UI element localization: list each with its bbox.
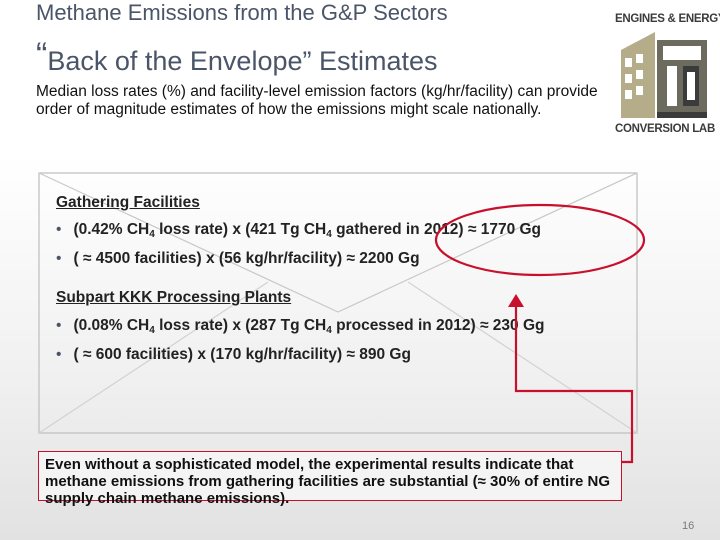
arrowhead-icon — [508, 294, 524, 307]
bullet-text: ( ≈ 4500 facilities) x (56 kg/hr/facilit… — [73, 250, 420, 267]
logo-bottom-text: CONVERSION LAB — [615, 123, 715, 135]
conclusion-callout: Even without a sophisticated model, the … — [38, 451, 622, 507]
bullet-text-part: loss rate) x (421 Tg CH — [154, 221, 327, 238]
bullet-text: ( ≈ 600 facilities) x (170 kg/hr/facilit… — [73, 346, 411, 363]
engines-energy-conversion-lab-logo: ENGINES & ENERGY CONVERSION LAB — [615, 10, 720, 150]
bullet-gathering-loss-rate: • (0.42% CH4 loss rate) x (421 Tg CH4 gat… — [56, 221, 541, 240]
logo-top-text: ENGINES & ENERGY — [615, 13, 720, 25]
bullet-text-part: (0.08% CH — [73, 317, 150, 334]
subscript-4: 4 — [149, 325, 155, 336]
highlight-ellipse — [434, 203, 646, 277]
bullet-processing-loss-rate: • (0.08% CH4 loss rate) x (287 Tg CH4 pro… — [56, 317, 544, 336]
building-icon — [619, 30, 709, 120]
section-heading-gathering: Gathering Facilities — [56, 194, 200, 211]
page-number: 16 — [682, 520, 695, 532]
bullet-processing-facilities: • ( ≈ 600 facilities) x (170 kg/hr/facili… — [56, 346, 411, 364]
bullet-dot: • — [56, 221, 62, 238]
envelope-graphic — [38, 172, 638, 434]
title-text: Back of the Envelope” Estimates — [47, 46, 438, 76]
subscript-4: 4 — [326, 229, 332, 240]
bullet-gathering-facilities: • ( ≈ 4500 facilities) x (56 kg/hr/facili… — [56, 250, 420, 268]
slide-subtitle: Methane Emissions from the G&P Sectors — [36, 0, 448, 25]
bullet-dot: • — [56, 346, 62, 363]
bullet-text-part: loss rate) x (287 Tg CH — [154, 317, 327, 334]
intro-text: Median loss rates (%) and facility-level… — [36, 83, 598, 118]
bullet-text-part: processed in 2012) ≈ 230 Gg — [331, 317, 545, 334]
bullet-dot: • — [56, 317, 62, 334]
bullet-dot: • — [56, 250, 62, 267]
bullet-text-part: gathered in 2012) ≈ 1770 Gg — [331, 221, 542, 238]
slide-title: “Back of the Envelope” Estimates — [36, 36, 596, 79]
bullet-text-part: (0.42% CH — [73, 221, 150, 238]
subscript-4: 4 — [149, 229, 155, 240]
section-heading-processing: Subpart KKK Processing Plants — [56, 289, 292, 306]
title-quote: “ — [36, 36, 48, 74]
callout-connector-line — [514, 306, 634, 464]
subscript-4: 4 — [326, 325, 332, 336]
